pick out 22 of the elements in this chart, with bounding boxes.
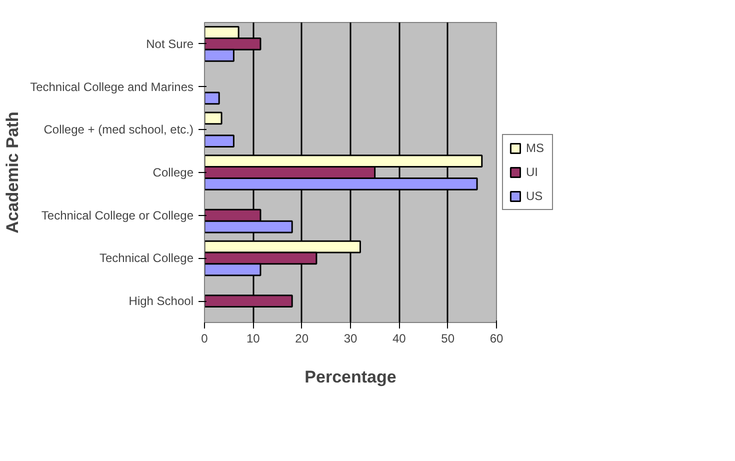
y-tick-label: College + (med school, etc.) [44,122,194,137]
legend-label: UI [526,165,539,179]
y-axis-title: Academic Path [3,112,22,234]
y-tick-label: Technical College [99,251,194,266]
y-tick-label: College [152,166,194,180]
legend-label: US [526,189,544,203]
y-tick-label: Not Sure [146,36,194,51]
x-tick-label: 0 [201,332,208,346]
legend-label: MS [526,141,545,155]
bar [204,112,222,125]
x-tick-label: 20 [295,332,309,346]
bar [204,92,220,105]
y-tick-label: Technical College and Marines [30,80,194,94]
bar [204,134,234,148]
x-axis-title: Percentage [304,368,396,386]
x-tick-label: 50 [441,332,455,346]
x-tick-label: 60 [490,332,504,346]
x-tick-label: 40 [392,332,406,346]
y-tick-label: High School [128,294,194,308]
y-tick-label: Technical College or College [41,208,194,222]
x-tick-label: 10 [246,332,260,346]
x-tick-label: 30 [344,332,358,346]
